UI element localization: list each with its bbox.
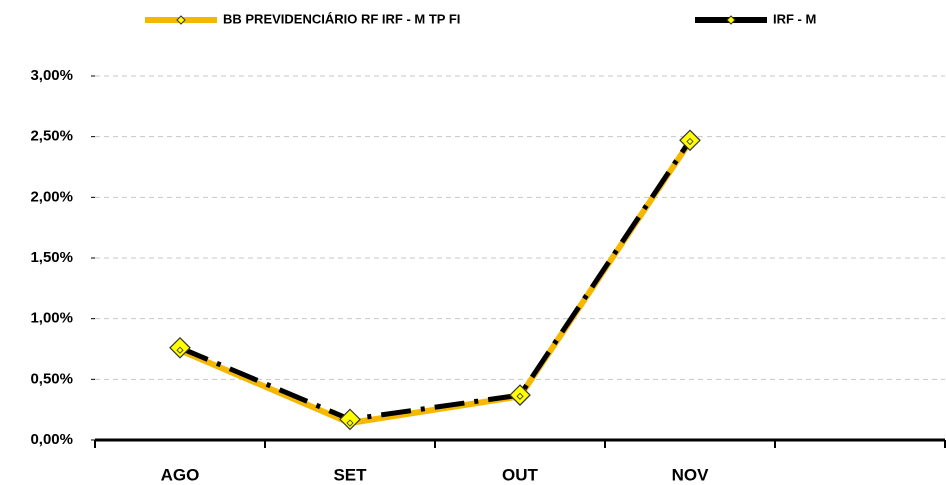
series-line bbox=[179, 138, 693, 422]
legend-marker bbox=[726, 15, 736, 25]
point-marker bbox=[346, 419, 354, 427]
y-tick-label: 2,00% bbox=[30, 188, 73, 205]
legend-label: BB PREVIDENCIÁRIO RF IRF - M TP FI bbox=[223, 11, 460, 26]
x-tick-label: AGO bbox=[161, 465, 200, 484]
y-tick-label: 2,50% bbox=[30, 128, 73, 145]
point-marker bbox=[686, 137, 694, 146]
legend-label: IRF - M bbox=[773, 11, 816, 26]
x-tick-label: NOV bbox=[672, 465, 710, 484]
x-tick-label: OUT bbox=[502, 465, 539, 484]
x-tick-label: SET bbox=[333, 465, 367, 484]
point-marker bbox=[516, 392, 524, 400]
y-tick-label: 1,50% bbox=[30, 249, 73, 266]
legend-marker bbox=[176, 15, 186, 25]
y-tick-label: 3,00% bbox=[30, 67, 73, 84]
y-tick-label: 0,50% bbox=[30, 370, 73, 387]
y-tick-label: 0,00% bbox=[30, 431, 73, 448]
point-marker bbox=[339, 408, 361, 431]
point-marker bbox=[176, 346, 184, 354]
y-tick-label: 1,00% bbox=[30, 310, 73, 327]
